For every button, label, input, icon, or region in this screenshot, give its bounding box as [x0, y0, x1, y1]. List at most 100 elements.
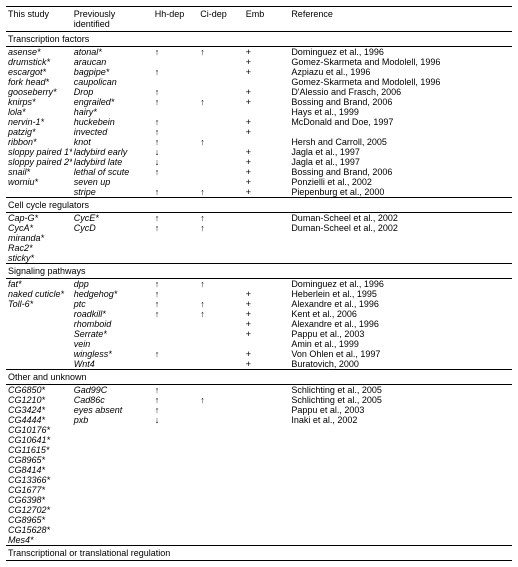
cell-prev-id: [72, 455, 153, 465]
cell-emb: +: [244, 117, 290, 127]
cell-emb: [244, 485, 290, 495]
cell-this-study: CG3424*: [6, 405, 72, 415]
cell-emb: +: [244, 319, 290, 329]
cell-this-study: escargot*: [6, 67, 72, 77]
cell-prev-id: vein: [72, 339, 153, 349]
cell-reference: Piepenburg et al., 2000: [289, 187, 512, 198]
cell-hh-dep: ↑: [153, 385, 199, 396]
cell-this-study: sloppy paired 1*: [6, 147, 72, 157]
cell-hh-dep: ↑: [153, 137, 199, 147]
cell-emb: [244, 339, 290, 349]
cell-emb: [244, 77, 290, 87]
cell-hh-dep: ↑: [153, 213, 199, 224]
cell-hh-dep: ↑: [153, 117, 199, 127]
cell-this-study: Mes4*: [6, 535, 72, 546]
table-row: stripe↑↑+Piepenburg et al., 2000: [6, 187, 512, 198]
section-header: Other and unknown: [6, 370, 512, 385]
table-row: worniu*seven up+Ponzielli et al., 2002: [6, 177, 512, 187]
table-row: CG12702*: [6, 505, 512, 515]
cell-prev-id: [72, 233, 153, 243]
cell-emb: [244, 535, 290, 546]
cell-reference: [289, 127, 512, 137]
cell-this-study: CG13366*: [6, 475, 72, 485]
cell-reference: [289, 425, 512, 435]
cell-reference: D'Alessio and Frasch, 2006: [289, 87, 512, 97]
cell-ci-dep: [198, 485, 244, 495]
cell-ci-dep: [198, 445, 244, 455]
cell-this-study: CG6850*: [6, 385, 72, 396]
hdr-reference: Reference: [289, 7, 512, 32]
table-row: gooseberry*Drop↑+D'Alessio and Frasch, 2…: [6, 87, 512, 97]
cell-emb: +: [244, 289, 290, 299]
cell-emb: +: [244, 47, 290, 58]
cell-prev-id: caupolican: [72, 77, 153, 87]
cell-hh-dep: [153, 177, 199, 187]
cell-ci-dep: ↑: [198, 137, 244, 147]
cell-reference: Ponzielli et al., 2002: [289, 177, 512, 187]
cell-ci-dep: [198, 329, 244, 339]
cell-emb: [244, 495, 290, 505]
cell-reference: Alexandre et al., 1996: [289, 319, 512, 329]
cell-prev-id: [72, 535, 153, 546]
table-row: sloppy paired 1*ladybird early↓+Jagla et…: [6, 147, 512, 157]
cell-reference: Duman-Scheel et al., 2002: [289, 223, 512, 233]
cell-prev-id: lethal of scute: [72, 167, 153, 177]
cell-this-study: fat*: [6, 279, 72, 290]
cell-ci-dep: [198, 339, 244, 349]
table-row: Wnt4+Buratovich, 2000: [6, 359, 512, 370]
cell-emb: [244, 395, 290, 405]
cell-ci-dep: [198, 525, 244, 535]
cell-emb: [244, 415, 290, 425]
cell-hh-dep: [153, 243, 199, 253]
cell-prev-id: invected: [72, 127, 153, 137]
section-header: Cell cycle regulators: [6, 198, 512, 213]
cell-prev-id: [72, 445, 153, 455]
cell-hh-dep: ↑: [153, 167, 199, 177]
cell-this-study: CG10641*: [6, 435, 72, 445]
cell-ci-dep: [198, 243, 244, 253]
cell-prev-id: stripe: [72, 187, 153, 198]
cell-emb: [244, 475, 290, 485]
cell-reference: Amin et al., 1999: [289, 339, 512, 349]
cell-this-study: [6, 319, 72, 329]
cell-prev-id: [72, 485, 153, 495]
cell-emb: [244, 525, 290, 535]
cell-reference: Von Ohlen et al., 1997: [289, 349, 512, 359]
cell-ci-dep: [198, 535, 244, 546]
table-row: ribbon*knot↑↑Hersh and Carroll, 2005: [6, 137, 512, 147]
cell-ci-dep: [198, 87, 244, 97]
cell-reference: [289, 445, 512, 455]
cell-hh-dep: [153, 339, 199, 349]
section-header: Transcriptional or translational regulat…: [6, 546, 512, 561]
cell-ci-dep: [198, 77, 244, 87]
cell-hh-dep: [153, 455, 199, 465]
cell-hh-dep: ↑: [153, 405, 199, 415]
cell-prev-id: eyes absent: [72, 405, 153, 415]
cell-ci-dep: ↑: [198, 309, 244, 319]
section-title: Transcriptional or translational regulat…: [6, 546, 512, 561]
table-row: lola*hairy*Hays et al., 1999: [6, 107, 512, 117]
cell-prev-id: [72, 253, 153, 264]
cell-this-study: CG1210*: [6, 395, 72, 405]
cell-emb: +: [244, 97, 290, 107]
cell-reference: Schlichting et al., 2005: [289, 385, 512, 396]
cell-prev-id: ptc: [72, 299, 153, 309]
cell-prev-id: pxb: [72, 415, 153, 425]
cell-ci-dep: [198, 385, 244, 396]
cell-ci-dep: [198, 405, 244, 415]
cell-emb: +: [244, 57, 290, 67]
cell-reference: Jagla et al., 1997: [289, 157, 512, 167]
cell-prev-id: hedgehog*: [72, 289, 153, 299]
cell-hh-dep: [153, 495, 199, 505]
cell-prev-id: Wnt4: [72, 359, 153, 370]
cell-hh-dep: ↓: [153, 147, 199, 157]
hdr-this-study: This study: [6, 7, 72, 32]
cell-this-study: naked cuticle*: [6, 289, 72, 299]
cell-this-study: gooseberry*: [6, 87, 72, 97]
cell-hh-dep: ↑: [153, 97, 199, 107]
cell-prev-id: [72, 425, 153, 435]
cell-reference: Pappu et al., 2003: [289, 329, 512, 339]
cell-emb: [244, 515, 290, 525]
cell-this-study: [6, 349, 72, 359]
cell-hh-dep: [153, 535, 199, 546]
